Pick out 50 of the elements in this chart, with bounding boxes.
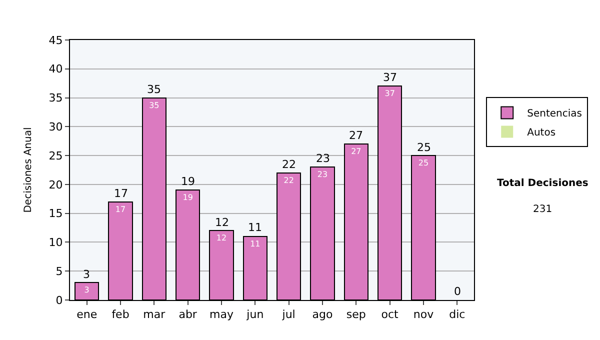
text: Total Decisiones <box>497 178 588 189</box>
y-tick-label: 10 <box>48 236 63 250</box>
y-tick-label: 5 <box>56 264 63 278</box>
x-tick-label: ene <box>76 308 98 322</box>
data-label: 11 <box>250 239 260 248</box>
y-tick-label: 45 <box>48 34 63 47</box>
y-tick-label: 15 <box>48 207 63 220</box>
total-label: 23 <box>316 152 330 165</box>
data-label: 37 <box>384 89 395 98</box>
x-tick-label: sep <box>346 308 366 322</box>
total-label: 3 <box>83 268 90 281</box>
total-label: 17 <box>114 187 128 200</box>
data-label: 35 <box>149 100 160 110</box>
x-tick-label: may <box>210 308 234 322</box>
data-label: 12 <box>216 234 227 243</box>
x-tick-label: dic <box>449 308 466 322</box>
x-tick-label: nov <box>413 308 434 322</box>
x-tick-label: jun <box>246 308 264 322</box>
y-tick-label: 20 <box>48 178 63 192</box>
y-tick-label: 0 <box>56 294 63 307</box>
x-tick-label: mar <box>143 308 166 322</box>
data-label: 3 <box>84 286 90 295</box>
x-tick-label: jul <box>281 308 296 322</box>
data-label: 19 <box>182 193 193 202</box>
total-label: 12 <box>215 216 229 229</box>
x-tick-label: ago <box>312 308 333 322</box>
y-tick-label: 35 <box>48 92 63 105</box>
total-label: 37 <box>383 71 397 84</box>
x-tick-label: feb <box>112 308 130 322</box>
total-label: 25 <box>417 141 431 154</box>
total-label: 27 <box>349 129 363 142</box>
data-label: 25 <box>418 158 429 168</box>
data-label: 23 <box>317 170 328 180</box>
text: 231 <box>533 204 552 215</box>
total-label: 11 <box>248 221 262 234</box>
total-label: 22 <box>282 158 296 171</box>
y-tick-label: 25 <box>48 149 63 162</box>
total-label: 19 <box>181 175 195 188</box>
total-label: 0 <box>454 285 461 298</box>
legend-label: Sentencias <box>527 108 582 120</box>
legend-label: Autos <box>527 128 556 139</box>
y-tick-label: 30 <box>48 120 63 134</box>
x-tick-label: oct <box>381 308 400 322</box>
data-label: 27 <box>351 147 362 156</box>
total-label: 35 <box>147 83 161 96</box>
data-label: 17 <box>115 204 126 214</box>
y-axis-title: Decisiones Anual <box>22 127 34 213</box>
x-tick-label: abr <box>178 308 198 322</box>
y-tick-label: 40 <box>48 62 63 76</box>
data-label: 22 <box>284 176 294 185</box>
